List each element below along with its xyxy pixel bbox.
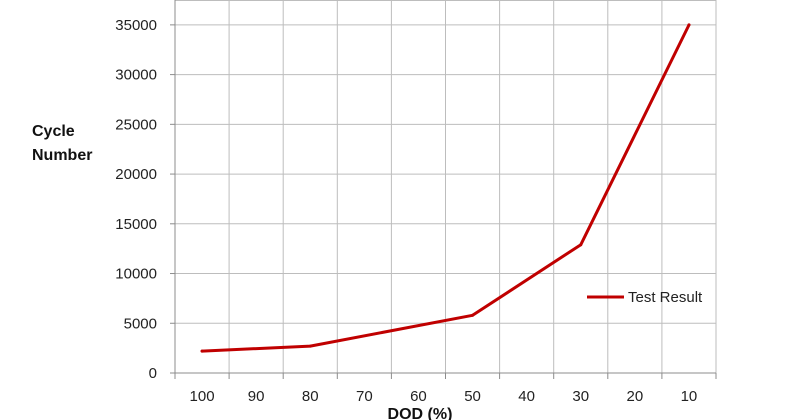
x-axis-title: DOD (%)	[388, 406, 453, 420]
y-tick-label: 20000	[115, 166, 157, 183]
y-axis-title-line-2: Number	[32, 147, 92, 164]
y-tick-label: 10000	[115, 266, 157, 283]
x-tick-label: 90	[248, 388, 265, 405]
x-tick-label: 100	[190, 388, 215, 405]
data-point	[579, 243, 583, 247]
x-tick-label: 20	[627, 388, 644, 405]
y-tick-labels: 0 5000 10000 15000 20000 25000 30000 35000	[115, 17, 157, 382]
x-tick-label: 50	[464, 388, 481, 405]
x-tick-label: 40	[518, 388, 535, 405]
data-point	[687, 23, 691, 27]
legend-label-test-result: Test Result	[628, 289, 703, 306]
data-point	[308, 344, 312, 348]
y-axis-title-line-1: Cycle	[32, 123, 75, 140]
x-tick-labels: 100 90 80 70 60 50 40 30 20 10	[190, 388, 698, 405]
y-tick-label: 5000	[124, 315, 157, 332]
y-tick-label: 25000	[115, 116, 157, 133]
data-point	[471, 313, 475, 317]
axes	[170, 0, 717, 379]
series	[200, 23, 691, 353]
y-tick-label: 0	[149, 365, 157, 382]
data-point	[200, 349, 204, 353]
x-tick-label: 80	[302, 388, 319, 405]
x-tick-label: 10	[681, 388, 698, 405]
y-tick-label: 30000	[115, 67, 157, 84]
x-tick-label: 30	[572, 388, 589, 405]
x-tick-label: 60	[410, 388, 427, 405]
legend: Test Result	[587, 289, 703, 306]
y-tick-label: 35000	[115, 17, 157, 34]
y-tick-label: 15000	[115, 216, 157, 233]
grid	[175, 0, 717, 373]
x-tick-label: 70	[356, 388, 373, 405]
